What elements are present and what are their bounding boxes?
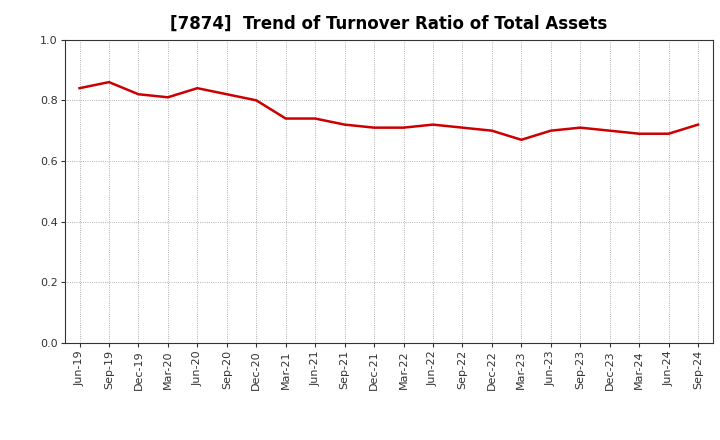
Title: [7874]  Trend of Turnover Ratio of Total Assets: [7874] Trend of Turnover Ratio of Total … — [170, 15, 608, 33]
